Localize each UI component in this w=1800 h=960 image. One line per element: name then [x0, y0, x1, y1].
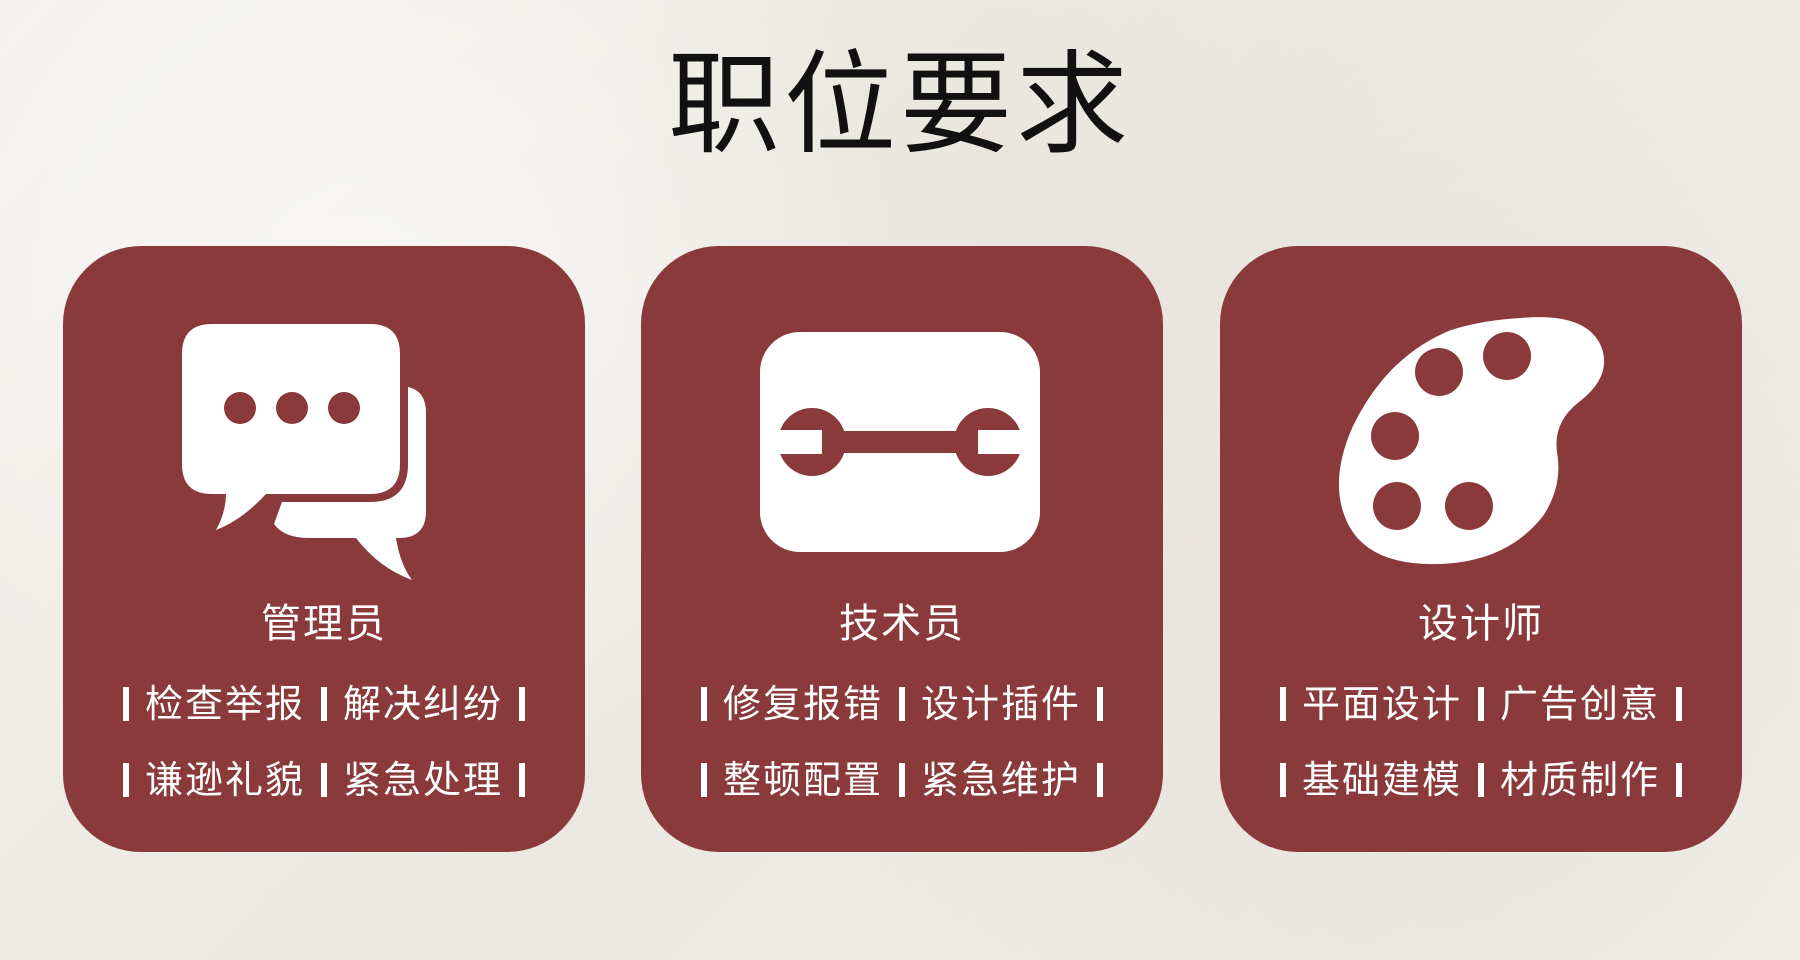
role-title: 设计师	[1418, 601, 1544, 647]
separator-bar	[700, 763, 707, 797]
requirement-item: 设计插件	[921, 682, 1082, 726]
role-title: 管理员	[261, 601, 387, 647]
separator-bar	[321, 763, 327, 797]
separator-bar	[899, 687, 905, 721]
requirement-item: 基础建模	[1301, 758, 1462, 802]
separator-bar	[1478, 763, 1484, 797]
requirement-item: 材质制作	[1500, 758, 1661, 802]
requirement-item: 广告创意	[1500, 682, 1661, 726]
requirement-row: 检查举报 解决纠纷	[91, 676, 557, 732]
card-admin: 管理员 检查举报 解决纠纷 谦逊礼貌 紧急处理	[63, 246, 585, 852]
separator-bar	[122, 687, 129, 721]
requirement-item: 谦逊礼貌	[144, 758, 305, 802]
requirement-item: 紧急维护	[921, 758, 1082, 802]
separator-bar	[519, 763, 526, 797]
separator-bar	[1279, 763, 1286, 797]
separator-bar	[122, 763, 129, 797]
separator-bar	[1097, 763, 1104, 797]
requirement-item: 平面设计	[1301, 682, 1462, 726]
separator-bar	[1676, 763, 1683, 797]
requirement-item: 整顿配置	[722, 758, 883, 802]
separator-bar	[1279, 687, 1286, 721]
role-title: 技术员	[839, 601, 965, 647]
card-designer: 设计师 平面设计 广告创意 基础建模 材质制作	[1220, 246, 1742, 852]
separator-bar	[899, 763, 905, 797]
requirement-row: 平面设计 广告创意	[1248, 676, 1714, 732]
requirement-item: 检查举报	[144, 682, 305, 726]
separator-bar	[1676, 687, 1683, 721]
requirement-item: 修复报错	[722, 682, 883, 726]
requirement-row: 整顿配置 紧急维护	[669, 752, 1135, 808]
separator-bar	[321, 687, 327, 721]
card-technician: 技术员 修复报错 设计插件 整顿配置 紧急维护	[641, 246, 1163, 852]
separator-bar	[1478, 687, 1484, 721]
requirement-row: 谦逊礼貌 紧急处理	[91, 752, 557, 808]
requirement-row: 基础建模 材质制作	[1248, 752, 1714, 808]
requirement-item: 解决纠纷	[343, 682, 504, 726]
palette-icon	[1331, 316, 1631, 586]
wrench-icon	[752, 316, 1052, 586]
requirement-item: 紧急处理	[343, 758, 504, 802]
separator-bar	[519, 687, 526, 721]
requirement-row: 修复报错 设计插件	[669, 676, 1135, 732]
chat-bubbles-icon	[174, 316, 474, 586]
separator-bar	[700, 687, 707, 721]
page-title: 职位要求	[668, 40, 1132, 170]
separator-bar	[1097, 687, 1104, 721]
